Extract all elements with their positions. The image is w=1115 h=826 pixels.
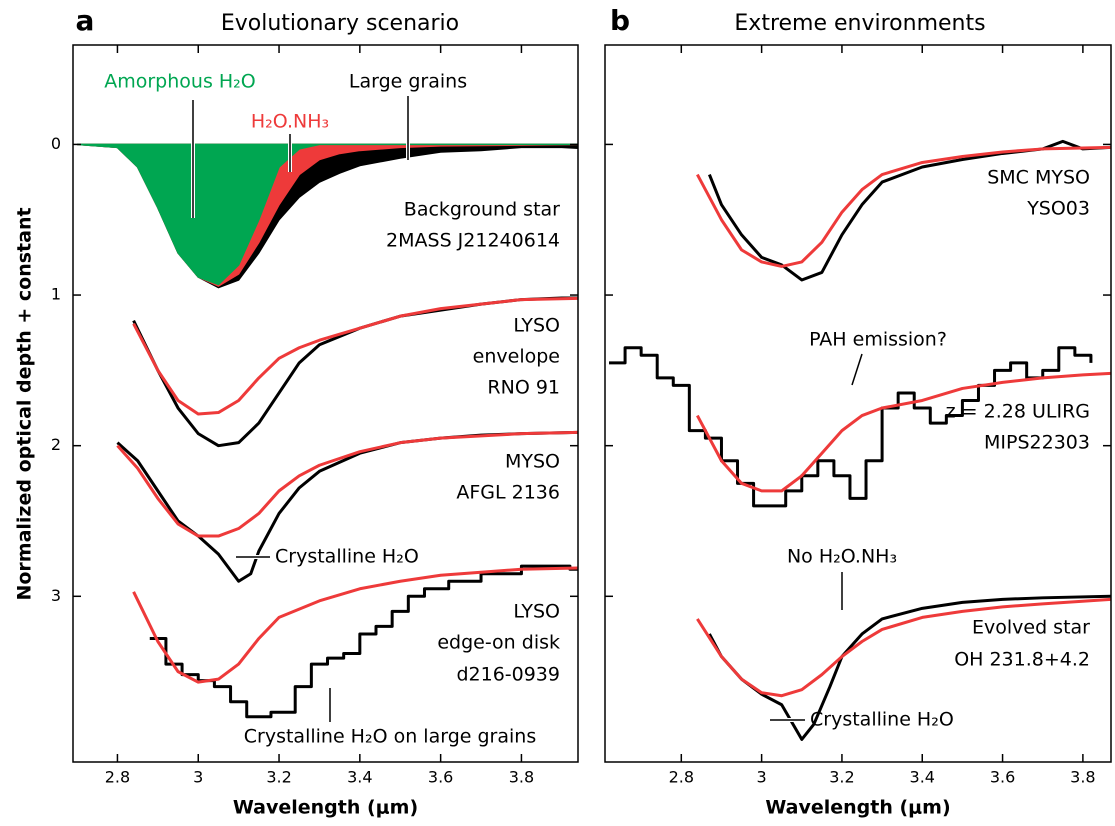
line [132,296,578,416]
annotation: Background star [404,199,560,221]
annotation: edge-on disk [437,632,560,654]
annotation: MIPS22303 [984,432,1090,454]
x-tick-label: 3.8 [1070,768,1095,787]
y-axis-label: Normalized optical depth + constant [14,207,36,600]
annotation: Crystalline H₂O on large grains [244,726,536,748]
plot-area [76,143,578,719]
panel-title: Evolutionary scenario [221,11,459,36]
plot-area [609,139,1111,741]
plot-frame [72,44,579,763]
y-tick-label: 3 [51,586,61,605]
x-tick-label: 3.8 [509,768,534,787]
line [132,566,578,684]
x-axis-label: Wavelength (μm) [233,797,418,819]
y-tick-label: 1 [51,285,61,304]
annotation-pointer [851,353,863,386]
annotation: PAH emission? [809,329,947,351]
annotation: envelope [473,346,560,368]
y-tick-label: 0 [51,134,61,153]
panel-letter: a [76,4,95,37]
x-tick-label: 2.8 [105,768,130,787]
annotation: 2MASS J21240614 [386,230,560,252]
annotation: Evolved star [972,617,1090,639]
plot-frame [604,44,1112,763]
annotation: AFGL 2136 [456,482,560,504]
panel-letter: b [610,4,630,37]
line [708,139,1111,282]
x-tick-label: 3.6 [428,768,453,787]
annotation: Large grains [349,71,467,93]
annotation: LYSO [513,601,560,623]
annotation: SMC MYSO [987,167,1090,189]
annotation: No H₂O.NH₃ [787,546,897,568]
line [696,597,1111,698]
annotation: Crystalline H₂O [810,709,954,731]
annotation: z = 2.28 ULIRG [946,401,1090,423]
annotation: RNO 91 [487,377,560,399]
x-tick-label: 3.2 [829,768,854,787]
annotation: H₂O.NH₃ [251,111,329,133]
x-tick-label: 3.4 [910,768,935,787]
line [696,371,1111,493]
line [696,145,1111,268]
line [116,430,578,538]
annotation: OH 231.8+4.2 [954,649,1090,671]
panel-title: Extreme environments [734,11,985,36]
x-axis-label: Wavelength (μm) [765,797,950,819]
y-tick-label: 2 [51,435,61,454]
annotation: Amorphous H₂O [104,71,256,93]
x-tick-label: 3.6 [990,768,1015,787]
annotation: d216-0939 [456,664,560,686]
x-tick-label: 3.4 [347,768,372,787]
x-tick-label: 2.8 [669,768,694,787]
annotation: LYSO [513,315,560,337]
x-tick-label: 3.2 [266,768,291,787]
area [76,143,578,286]
x-tick-label: 3 [757,768,767,787]
line [609,346,1093,508]
annotation: MYSO [505,451,560,473]
annotation: YSO03 [1026,198,1090,220]
x-tick-label: 3 [193,768,203,787]
annotation: Crystalline H₂O [275,546,419,568]
